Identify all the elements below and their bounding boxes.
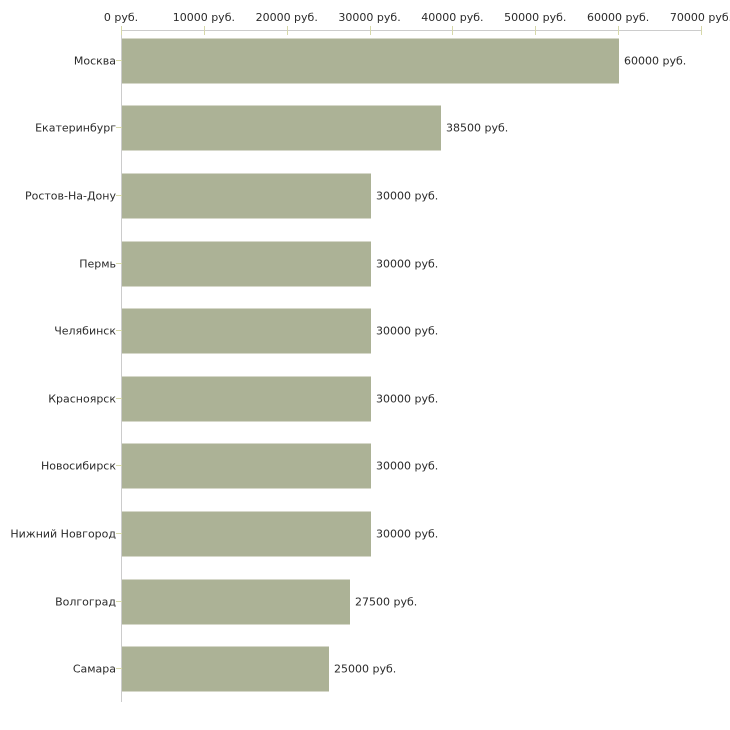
x-tick-label: 10000 руб. xyxy=(172,11,235,24)
bar xyxy=(122,241,371,287)
value-label: 30000 руб. xyxy=(376,392,439,406)
value-label: 30000 руб. xyxy=(376,527,439,541)
value-label: 30000 руб. xyxy=(376,324,439,338)
value-label: 30000 руб. xyxy=(376,459,439,473)
bar-row: Ростов-На-Дону 30000 руб. xyxy=(0,162,730,230)
y-tick-mark xyxy=(116,262,124,264)
y-tick-mark xyxy=(116,465,124,467)
category-label: Самара xyxy=(72,662,116,676)
value-label: 27500 руб. xyxy=(355,595,418,609)
bar xyxy=(122,646,329,692)
y-tick-mark xyxy=(116,59,124,61)
value-label: 60000 руб. xyxy=(624,54,687,68)
x-tick-label: 70000 руб. xyxy=(669,11,730,24)
x-tick-label: 50000 руб. xyxy=(504,11,567,24)
value-label: 38500 руб. xyxy=(446,121,509,135)
x-tick-mark xyxy=(618,26,620,35)
bar xyxy=(122,511,371,557)
bar xyxy=(122,105,441,151)
bar xyxy=(122,308,371,354)
bar xyxy=(122,376,371,422)
category-label: Красноярск xyxy=(48,392,116,406)
bar-row: Нижний Новгород 30000 руб. xyxy=(0,500,730,568)
y-tick-mark xyxy=(116,127,124,129)
x-tick-mark xyxy=(121,26,122,35)
value-label: 25000 руб. xyxy=(334,662,397,676)
bar-row: Красноярск 30000 руб. xyxy=(0,365,730,433)
x-tick-mark xyxy=(535,26,537,35)
bar xyxy=(122,443,371,489)
bar-row: Самара 25000 руб. xyxy=(0,635,730,703)
category-label: Челябинск xyxy=(54,324,116,338)
y-tick-mark xyxy=(116,600,124,602)
y-tick-mark xyxy=(116,532,124,534)
bar-row: Москва 60000 руб. xyxy=(0,27,730,95)
x-tick-label: 60000 руб. xyxy=(587,11,650,24)
x-tick-label: 30000 руб. xyxy=(338,11,401,24)
value-label: 30000 руб. xyxy=(376,257,439,271)
category-label: Пермь xyxy=(79,257,116,271)
x-tick-label: 0 руб. xyxy=(103,11,139,24)
category-label: Екатеринбург xyxy=(35,121,116,135)
category-label: Новосибирск xyxy=(40,459,116,473)
bar-row: Челябинск 30000 руб. xyxy=(0,297,730,365)
y-tick-mark xyxy=(116,330,124,332)
category-label: Волгоград xyxy=(55,595,116,609)
bar-row: Екатеринбург 38500 руб. xyxy=(0,95,730,163)
x-tick-mark xyxy=(203,26,205,35)
bar-row: Новосибирск 30000 руб. xyxy=(0,433,730,501)
bar-row: Волгоград 27500 руб. xyxy=(0,568,730,636)
y-tick-mark xyxy=(116,668,124,670)
x-tick-label: 20000 руб. xyxy=(255,11,318,24)
y-axis-line xyxy=(121,30,122,702)
x-tick-mark xyxy=(452,26,454,35)
category-label: Нижний Новгород xyxy=(10,527,116,541)
x-tick-mark xyxy=(369,26,371,35)
value-label: 30000 руб. xyxy=(376,189,439,203)
x-tick-label: 40000 руб. xyxy=(421,11,484,24)
bar xyxy=(122,579,350,625)
bar xyxy=(122,38,619,84)
category-label: Ростов-На-Дону xyxy=(24,189,116,203)
y-tick-mark xyxy=(116,397,124,399)
category-label: Москва xyxy=(73,54,116,68)
bar xyxy=(122,173,371,219)
x-axis-line xyxy=(121,30,702,31)
x-tick-mark xyxy=(286,26,288,35)
x-tick-mark xyxy=(701,26,702,35)
y-tick-mark xyxy=(116,194,124,196)
bar-row: Пермь 30000 руб. xyxy=(0,230,730,298)
